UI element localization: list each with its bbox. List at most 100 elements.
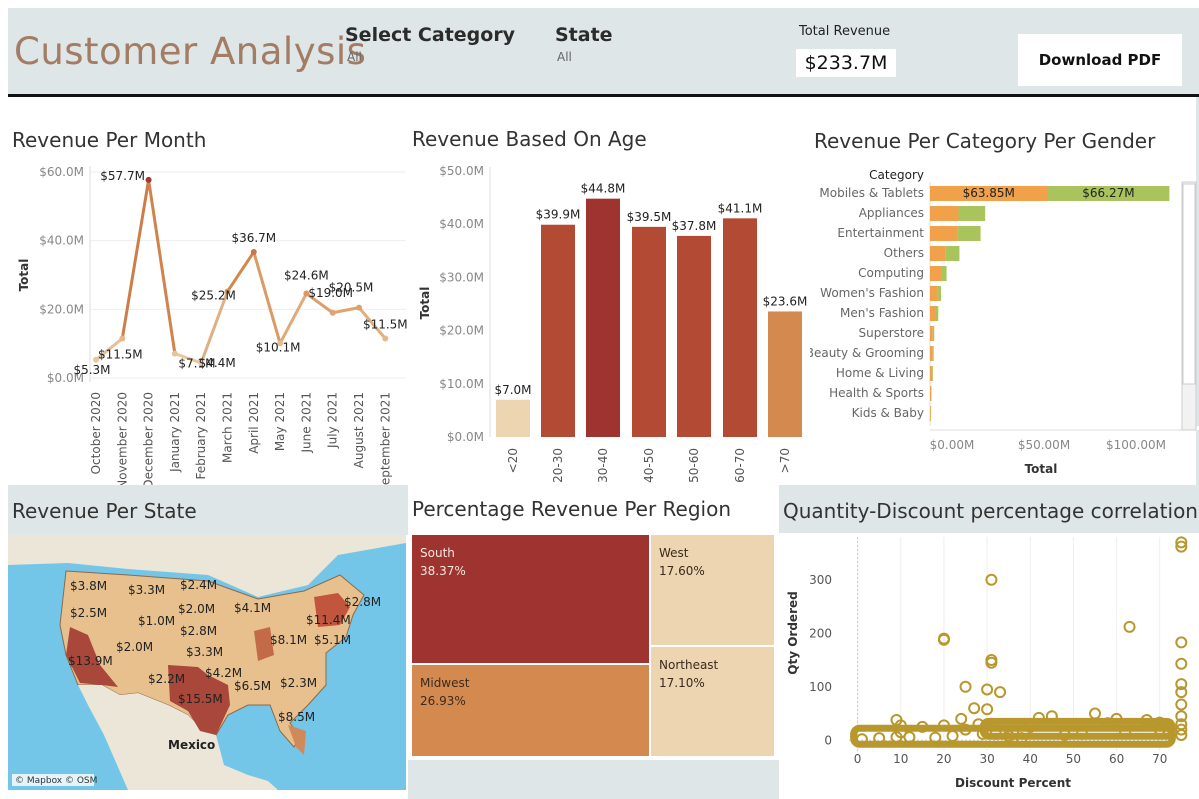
header-bar — [8, 8, 1199, 94]
scatter-point — [1175, 540, 1188, 553]
region-name-label: South — [420, 546, 455, 560]
scatter-point — [1076, 727, 1089, 740]
gender-bar-segment — [930, 306, 936, 321]
region-percent-label: 17.60% — [659, 564, 705, 578]
gender-bar-segment — [935, 306, 939, 321]
age-y-tick: $50.0M — [439, 164, 484, 178]
month-x-tick: May 2021 — [273, 392, 287, 451]
month-data-label: $36.7M — [231, 231, 276, 245]
gender-bar-segment — [930, 346, 933, 361]
age-bar-label: $41.1M — [718, 201, 763, 215]
gender-bar-segment — [957, 226, 981, 241]
filter-category[interactable]: Select Category All — [345, 24, 515, 64]
map-state-label: $5.1M — [314, 633, 351, 647]
filter-category-value[interactable]: All — [347, 50, 362, 64]
gender-row-header: Category — [869, 168, 924, 182]
month-x-tick: January 2021 — [168, 392, 182, 473]
map-mexico-label: Mexico — [168, 738, 215, 752]
month-line-segment — [94, 337, 124, 362]
month-data-label: $20.5M — [329, 281, 374, 295]
month-data-label: $25.2M — [191, 288, 236, 302]
scatter-point — [959, 723, 972, 736]
gender-bar-segment — [930, 406, 931, 421]
month-line-segment — [331, 306, 361, 315]
month-line-segment — [120, 178, 151, 341]
map-state-label: $2.3M — [280, 676, 317, 690]
gender-bar-segment — [930, 186, 1048, 201]
age-bar — [723, 218, 757, 437]
region-name-label: West — [659, 546, 689, 560]
download-pdf-button[interactable]: Download PDF — [1018, 34, 1182, 86]
scatter-x-tick: 40 — [1023, 752, 1038, 766]
age-bar — [496, 399, 530, 437]
total-revenue-label: Total Revenue — [799, 24, 891, 39]
gender-bar-segment — [932, 326, 935, 341]
age-x-tick: 60-70 — [733, 448, 747, 483]
gender-category-label: Kids & Baby — [852, 406, 924, 420]
scatter-point — [976, 727, 989, 740]
scatter-point — [1153, 723, 1166, 736]
map-state-tx — [168, 665, 230, 735]
filter-state-label: State — [555, 24, 613, 46]
month-y-tick: $20.0M — [39, 302, 84, 316]
map-attribution-bg — [12, 774, 94, 786]
scatter-point — [903, 731, 916, 744]
month-x-tick: April 2021 — [247, 392, 261, 454]
map-state-label: $2.8M — [180, 624, 217, 638]
gender-x-tick: $0.00M — [930, 438, 975, 452]
filter-state-value[interactable]: All — [557, 50, 572, 64]
month-data-label: $11.5M — [363, 318, 408, 332]
month-line-segment — [357, 306, 387, 341]
map-state-label: $3.3M — [186, 645, 223, 659]
us-state-map[interactable]: Mexico $3.8M $3.3M $2.4M $2.5M $2.0M $4.1M $2.8… — [8, 535, 406, 790]
scatter-point — [981, 683, 994, 696]
revenue-gender-title: Revenue Per Category Per Gender — [814, 129, 1156, 153]
age-bar-label: $7.0M — [494, 383, 531, 397]
filter-state[interactable]: State All — [555, 24, 613, 64]
scatter-point — [1175, 728, 1188, 741]
map-state-fl — [288, 725, 306, 755]
scatter-x-tick: 0 — [854, 752, 862, 766]
right-edge-band — [1196, 97, 1199, 485]
month-point — [250, 248, 257, 255]
scatter-point — [1015, 732, 1028, 745]
map-canada — [8, 535, 406, 597]
scatter-point — [937, 633, 950, 646]
month-x-tick: December 2020 — [142, 392, 156, 485]
scatter-y-tick: 300 — [809, 573, 832, 587]
scatter-title-band — [779, 485, 1199, 533]
map-state-label: $4.1M — [234, 601, 271, 615]
revenue-month-chart: $0.0M $20.0M $40.0M $60.0M Total $5.3M October… — [17, 165, 408, 485]
scatter-y-tick: 100 — [809, 680, 832, 694]
scatter-point — [985, 656, 998, 669]
gender-category-label: Mobiles & Tablets — [819, 186, 924, 200]
age-y-tick: $40.0M — [439, 217, 484, 231]
gender-category-label: Women's Fashion — [820, 286, 924, 300]
age-y-label: Total — [418, 287, 432, 320]
scatter-point — [1089, 707, 1101, 720]
map-attribution: © Mapbox © OSM — [15, 776, 97, 786]
gender-category-label: Superstore — [858, 326, 924, 340]
scatter-point — [985, 573, 998, 586]
month-point — [277, 340, 284, 347]
scatter-title: Quantity-Discount percentage correlation — [783, 499, 1198, 523]
month-x-tick: November 2020 — [115, 392, 129, 485]
gender-bar-segment — [958, 206, 986, 221]
scatter-x-label: Discount Percent — [955, 776, 1071, 790]
age-bar — [541, 224, 575, 437]
map-state-ny — [314, 593, 350, 627]
month-y-tick: $0.0M — [47, 371, 84, 385]
month-line-segment — [147, 178, 177, 356]
scatter-point — [946, 730, 959, 743]
gender-category-label: Men's Fashion — [840, 306, 924, 320]
gender-category-label: Others — [884, 246, 924, 260]
map-state-label: $6.5M — [234, 679, 271, 693]
gender-bar-segment — [930, 246, 946, 261]
month-data-label: $57.7M — [100, 169, 145, 183]
scatter-point — [968, 702, 981, 715]
gender-category-label: Computing — [858, 266, 924, 280]
month-data-label: $5.3M — [73, 363, 110, 377]
month-line-segment — [173, 352, 203, 365]
month-x-tick: July 2021 — [326, 392, 340, 449]
region-treemap: South 38.37% Midwest 26.93% West 17.60% Northe… — [412, 535, 774, 756]
